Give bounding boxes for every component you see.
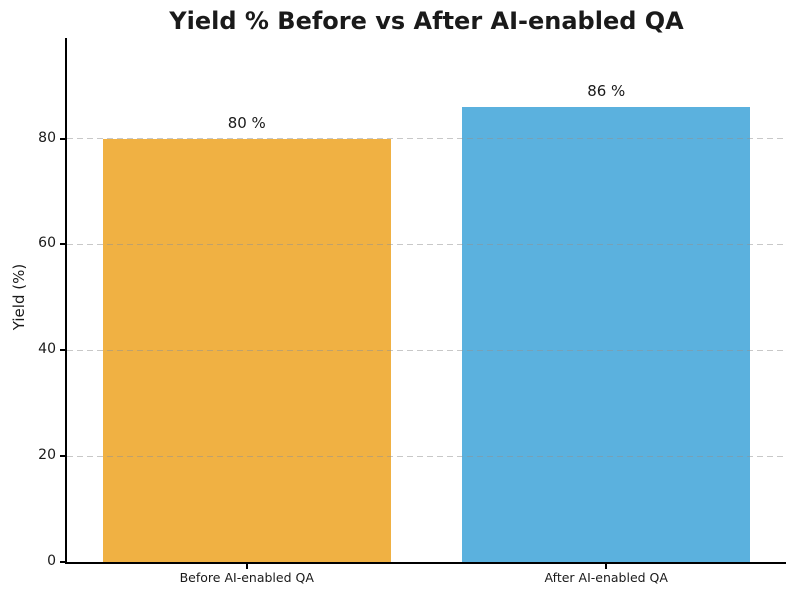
x-tick-mark: [605, 564, 608, 569]
plot-area: 80 % 86 %: [67, 38, 786, 562]
y-tick-mark: [60, 561, 65, 563]
x-tick-label: After AI-enabled QA: [544, 570, 668, 585]
bar-value-label: 86 %: [587, 81, 626, 100]
gridline-60: [67, 243, 786, 245]
x-tick-label: Before AI-enabled QA: [179, 570, 314, 585]
y-tick-label: 60: [38, 235, 56, 252]
chart-title: Yield % Before vs After AI-enabled QA: [169, 7, 684, 35]
gridline-20: [67, 455, 786, 457]
y-axis-label: Yield (%): [10, 263, 28, 331]
gridline-80: [67, 138, 786, 140]
y-tick-mark: [60, 243, 65, 246]
y-tick-label: 80: [38, 129, 56, 146]
x-axis-spine: [65, 562, 786, 564]
y-tick-label: 20: [38, 447, 56, 464]
y-axis-spine: [65, 38, 67, 564]
bar-value-label: 80 %: [227, 113, 266, 132]
y-tick-label: 0: [47, 553, 56, 569]
y-tick-mark: [60, 137, 65, 140]
y-tick-label: 40: [38, 341, 56, 358]
bar-after: [462, 106, 751, 562]
y-tick-mark: [60, 455, 65, 458]
y-tick-mark: [60, 349, 65, 352]
x-tick-mark: [245, 564, 248, 569]
gridline-40: [67, 349, 786, 351]
